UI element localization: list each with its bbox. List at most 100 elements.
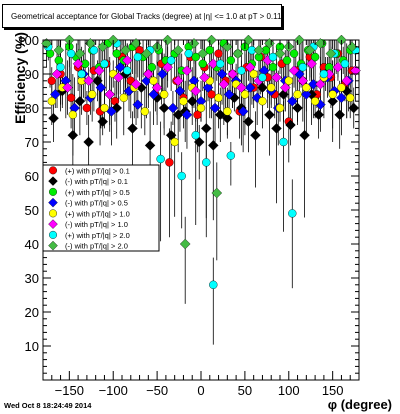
data-point (289, 49, 299, 58)
data-point (200, 123, 212, 134)
x-tick-label: 100 (278, 383, 300, 398)
data-point (279, 82, 291, 93)
data-point (147, 62, 157, 72)
data-point (47, 96, 56, 106)
data-point (250, 129, 261, 141)
data-point (100, 103, 109, 113)
data-point (95, 82, 107, 93)
data-point (190, 85, 202, 97)
data-point (113, 72, 124, 83)
data-point (350, 65, 361, 76)
data-point (285, 119, 296, 131)
data-point (181, 65, 193, 76)
y-tick-label: 50 (25, 203, 39, 218)
y-tick-label: 70 (25, 135, 39, 150)
data-point (279, 137, 288, 147)
data-point (240, 90, 250, 99)
data-point (74, 48, 86, 59)
data-point (346, 93, 355, 103)
data-point (68, 110, 78, 120)
data-point (306, 58, 317, 70)
data-point (315, 78, 326, 90)
legend-marker (49, 187, 58, 196)
data-point (336, 92, 347, 104)
x-tick-label: −50 (146, 383, 168, 398)
data-point (191, 52, 200, 62)
data-point (127, 123, 138, 134)
data-point (174, 85, 186, 97)
data-point (112, 49, 121, 58)
data-point (92, 75, 103, 87)
y-axis-label: Efficiency (%) (12, 32, 28, 124)
x-tick-label: −100 (99, 383, 128, 398)
data-point (206, 34, 217, 46)
data-point (223, 107, 232, 116)
data-point (268, 52, 278, 62)
x-tick-label: 0 (197, 383, 204, 398)
data-point (140, 107, 150, 116)
data-point (222, 41, 233, 53)
data-point (156, 154, 165, 164)
data-point (267, 83, 276, 92)
data-point (271, 72, 282, 83)
data-point (77, 69, 86, 79)
data-point (100, 59, 109, 68)
data-point (202, 158, 211, 167)
data-point (237, 106, 249, 117)
x-tick-label: 150 (322, 383, 344, 398)
y-tick-label: 80 (25, 101, 39, 116)
legend-label: (+) with pT/|q| > 1.0 (65, 209, 130, 218)
data-point (325, 48, 337, 59)
data-point (199, 72, 210, 83)
data-point (301, 89, 312, 100)
data-point (232, 48, 244, 59)
data-point (179, 96, 188, 106)
data-point (249, 69, 258, 79)
data-point (158, 102, 170, 114)
data-point (165, 158, 174, 167)
data-point (214, 93, 223, 103)
data-point (304, 44, 316, 56)
chart-title: Geometrical acceptance for Global Tracks… (2, 4, 282, 28)
legend-label: (-) with pT/|q| > 0.1 (65, 177, 128, 186)
data-point (222, 112, 233, 124)
data-point (214, 49, 223, 58)
data-point (121, 55, 133, 66)
data-point (82, 103, 92, 113)
data-point (41, 38, 52, 49)
data-point (275, 103, 285, 113)
data-point (287, 95, 298, 107)
data-point (74, 95, 86, 107)
data-point (170, 137, 179, 147)
data-point (284, 76, 293, 86)
legend-label: (-) with pT/|q| > 0.5 (65, 199, 128, 208)
data-point (62, 82, 73, 93)
data-point (149, 76, 158, 86)
data-point (297, 75, 309, 87)
data-point (288, 65, 300, 76)
data-point (144, 140, 156, 151)
data-point (268, 62, 278, 72)
data-point (257, 82, 268, 93)
x-axis-label: φ (degree) (327, 397, 392, 412)
data-point (166, 56, 176, 65)
data-point (209, 280, 218, 289)
data-point (207, 90, 216, 99)
data-point (188, 38, 200, 49)
data-point (48, 112, 59, 124)
data-point (159, 90, 169, 99)
data-point (346, 41, 358, 53)
data-point (172, 44, 184, 56)
data-point (104, 89, 115, 100)
data-point (208, 140, 219, 151)
y-tick-label: 10 (25, 339, 39, 354)
data-point (177, 171, 186, 181)
x-tick-label: −150 (55, 383, 84, 398)
data-point (119, 93, 128, 103)
data-point (264, 109, 275, 121)
data-point (51, 68, 63, 80)
data-point (132, 99, 144, 110)
x-tick-label: 50 (238, 383, 252, 398)
data-point (337, 83, 346, 92)
data-point (274, 48, 286, 59)
